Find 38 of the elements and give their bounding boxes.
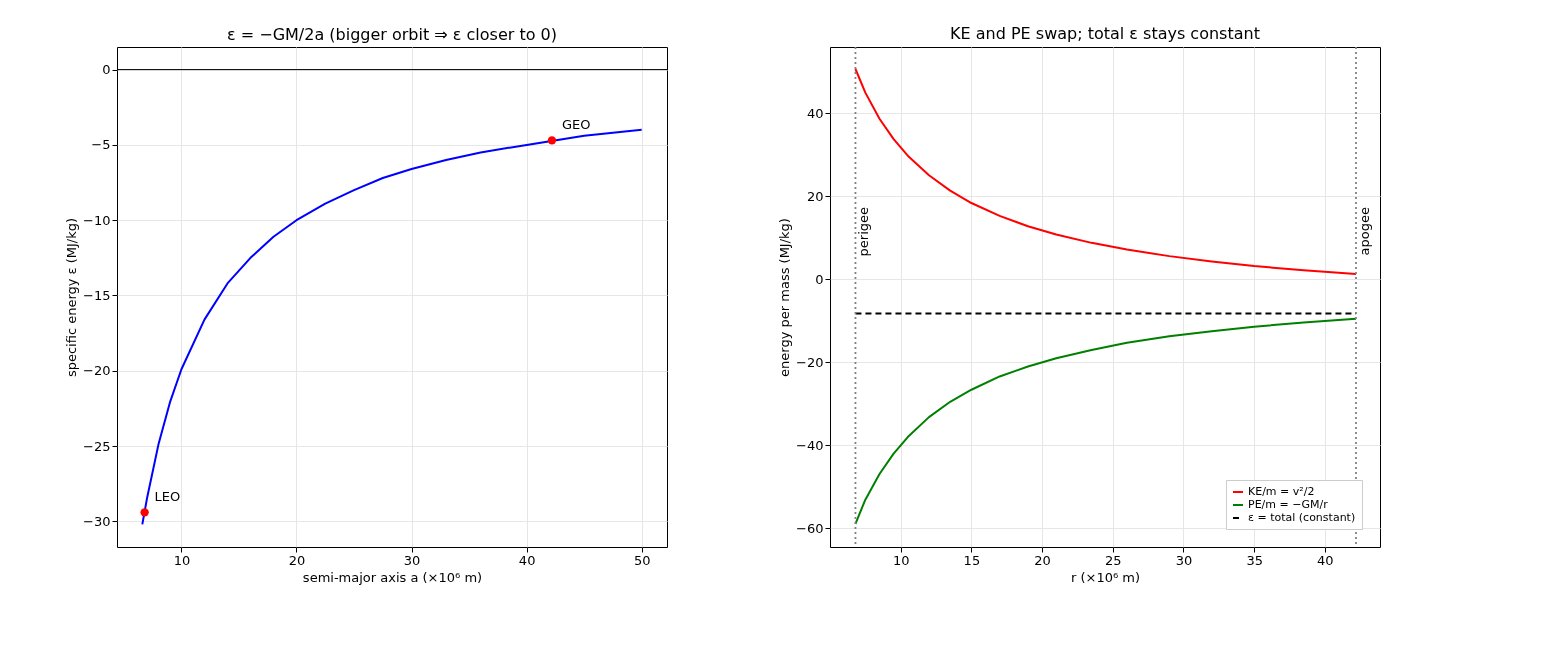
- y-tick-label: 0: [102, 62, 111, 78]
- y-tick-label: −15: [83, 287, 111, 303]
- x-axis-title: semi-major axis a (×10⁶ m): [302, 569, 483, 585]
- x-tick-label: 30: [403, 552, 421, 568]
- y-tick-label: −30: [83, 513, 111, 529]
- y-tick-label: −25: [83, 438, 111, 454]
- legend-label: KE/m = v²/2: [1248, 485, 1315, 498]
- y-tick-label: −20: [796, 354, 824, 370]
- x-tick-label: 30: [1175, 552, 1193, 568]
- x-tick-label: 20: [288, 552, 306, 568]
- y-tick-label: 20: [806, 188, 824, 204]
- x-tick-label: 35: [1246, 552, 1263, 568]
- x-axis-title: r (×10⁶ m): [1070, 569, 1141, 585]
- y-tick-label: −40: [796, 437, 824, 453]
- y-axis-title: energy per mass (MJ/kg): [777, 218, 793, 377]
- annotation: GEO: [561, 117, 591, 133]
- annotation: LEO: [154, 489, 181, 505]
- y-tick-label: −60: [796, 520, 824, 536]
- x-tick-label: 50: [633, 552, 651, 568]
- x-tick-label: 15: [963, 552, 981, 568]
- y-tick-label: 0: [815, 271, 824, 287]
- x-tick-label: 10: [892, 552, 910, 568]
- chart-title: KE and PE swap; total ε stays constant: [950, 24, 1260, 44]
- y-axis-title: specific energy ε (MJ/kg): [64, 217, 80, 378]
- x-tick-label: 10: [173, 552, 191, 568]
- y-tick-label: 40: [806, 105, 824, 121]
- y-tick-label: −10: [83, 212, 111, 228]
- ref-line-label: perigee: [856, 207, 872, 257]
- chart-title: ε = −GM/2a (bigger orbit ⇒ ε closer to 0): [227, 25, 557, 44]
- y-tick-label: −5: [91, 137, 111, 153]
- x-tick-label: 40: [518, 552, 536, 568]
- x-tick-label: 20: [1034, 552, 1051, 568]
- ref-line-label: apogee: [1356, 207, 1372, 256]
- x-tick-label: 40: [1317, 552, 1334, 568]
- legend-label: ε = total (constant): [1248, 511, 1356, 524]
- legend-label: PE/m = −GM/r: [1248, 498, 1329, 511]
- y-tick-label: −20: [83, 363, 111, 379]
- x-tick-label: 25: [1105, 552, 1122, 568]
